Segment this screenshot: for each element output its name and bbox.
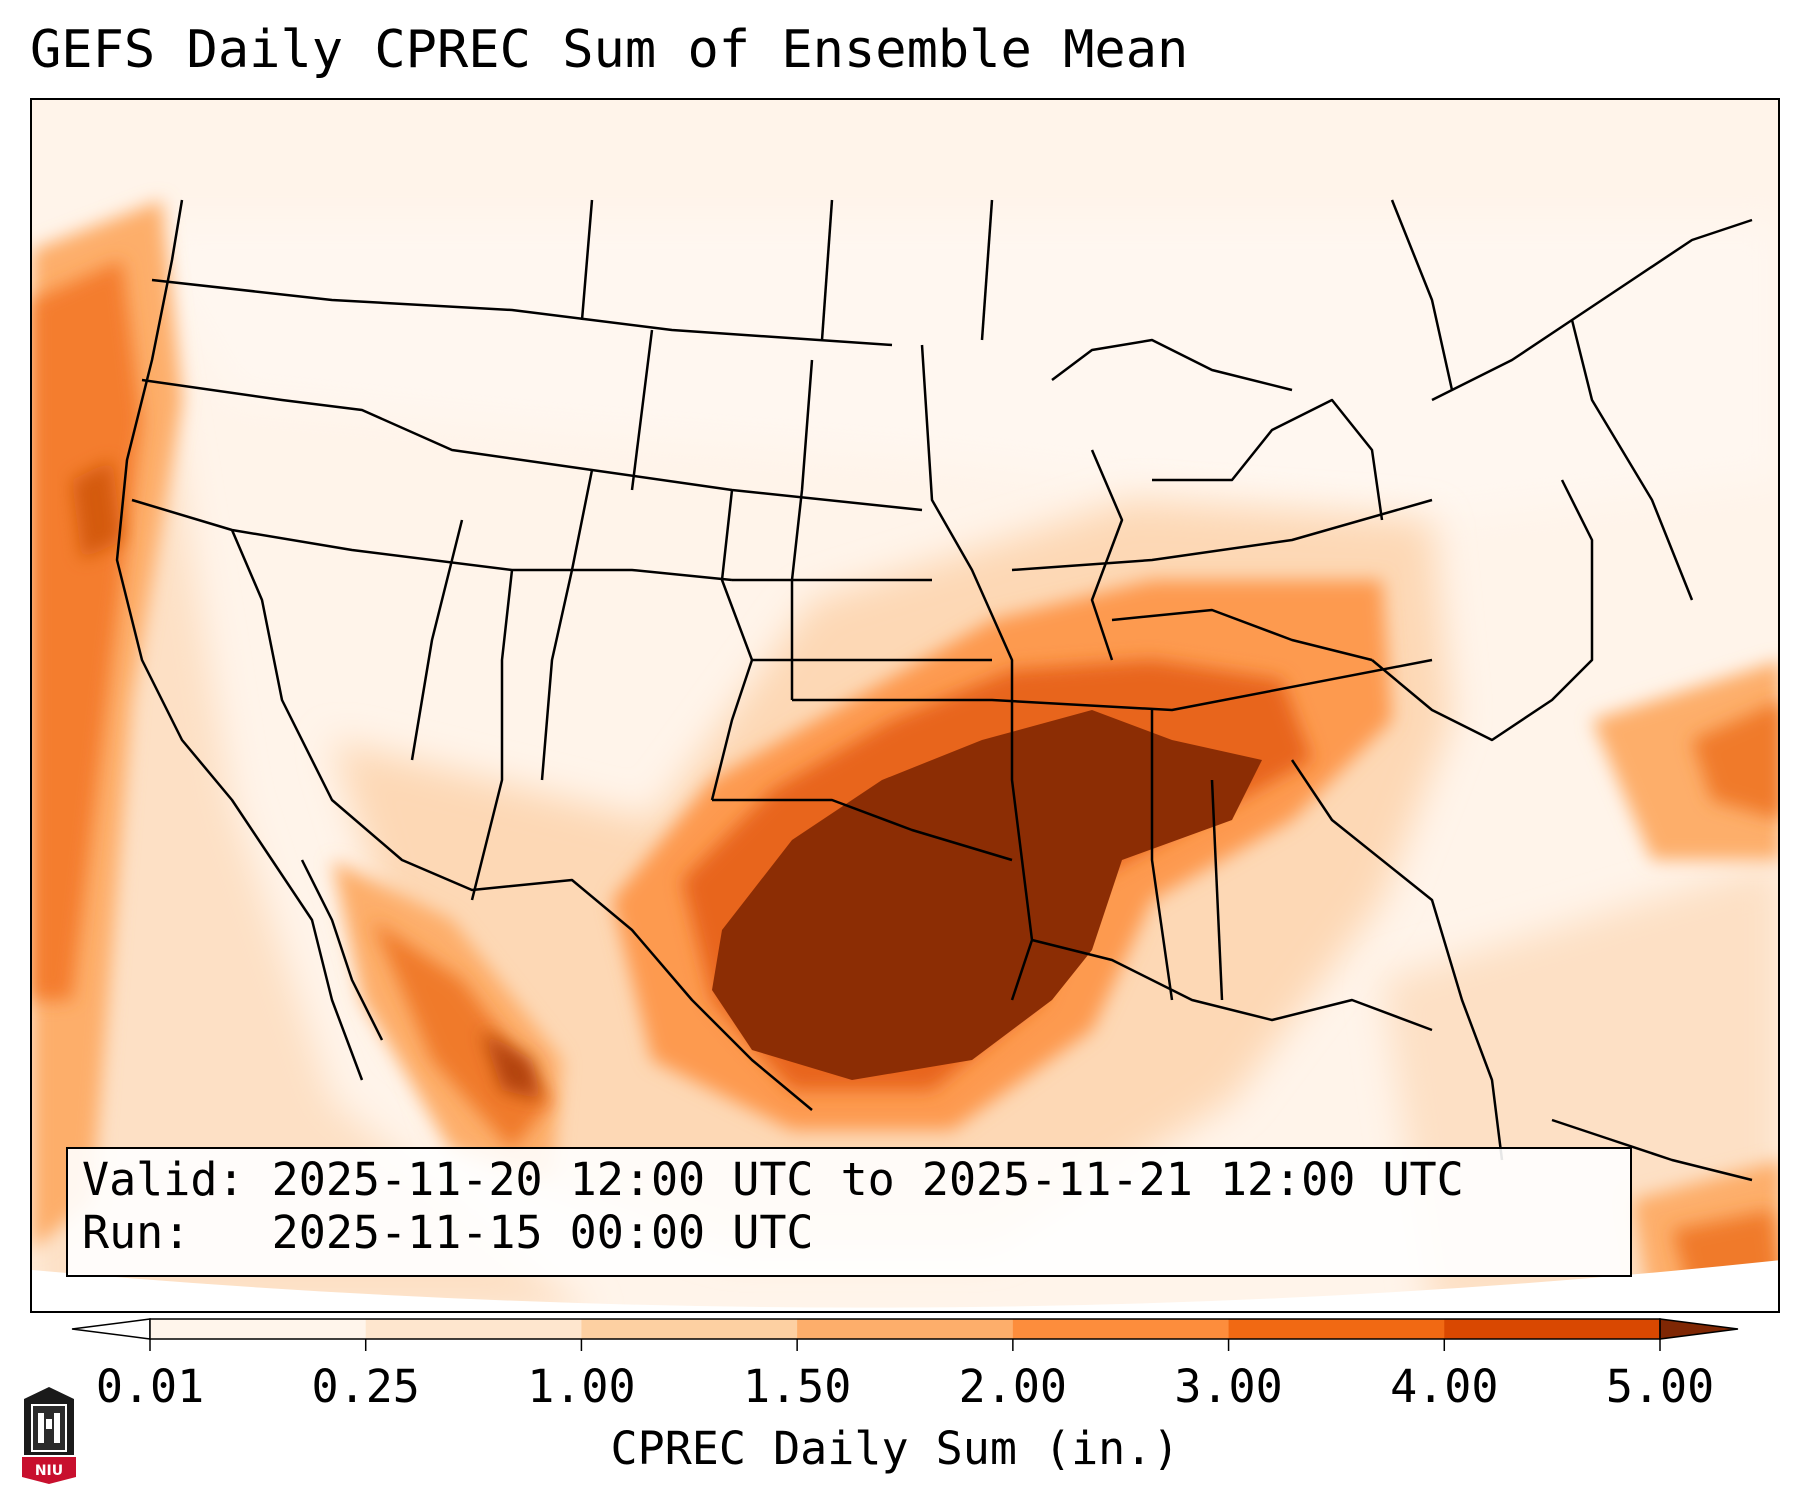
colorbar-segment xyxy=(1228,1319,1445,1339)
colorbar-label: CPREC Daily Sum (in.) xyxy=(610,1422,1180,1475)
valid-value: 2025-11-20 12:00 UTC to 2025-11-21 12:00… xyxy=(271,1153,1464,1206)
run-value: 2025-11-15 00:00 UTC xyxy=(271,1206,814,1259)
valid-row: Valid: 2025-11-20 12:00 UTC to 2025-11-2… xyxy=(82,1153,1616,1206)
colorbar-outline xyxy=(149,1318,1661,1340)
colorbar-under-extension xyxy=(71,1318,151,1340)
colorbar-tick-label: 2.00 xyxy=(958,1360,1068,1413)
colorbar-tick-label: 0.25 xyxy=(311,1360,420,1413)
colorbar xyxy=(71,1318,1739,1351)
university-tower-icon: NIU xyxy=(22,1387,76,1484)
colorbar-tick-label: 5.00 xyxy=(1605,1360,1715,1413)
run-label: Run: xyxy=(82,1206,191,1259)
valid-label: Valid: xyxy=(82,1153,245,1206)
run-row: Run: 2025-11-15 00:00 UTC xyxy=(82,1206,1616,1259)
colorbar-tick-label: 0.01 xyxy=(95,1360,205,1413)
run-info-box: Valid: 2025-11-20 12:00 UTC to 2025-11-2… xyxy=(66,1147,1632,1277)
colorbar-segment xyxy=(797,1319,1014,1339)
colorbar-over-extension xyxy=(1659,1318,1739,1340)
colorbar-tick-label: 4.00 xyxy=(1390,1360,1499,1413)
colorbar-segment xyxy=(150,1319,367,1339)
colorbar-tick-label: 1.50 xyxy=(742,1360,852,1413)
colorbar-segment xyxy=(1444,1319,1661,1339)
colorbar-segment xyxy=(1012,1319,1230,1339)
colorbar-tick-label: 1.00 xyxy=(527,1360,636,1413)
page-title: GEFS Daily CPREC Sum of Ensemble Mean xyxy=(30,20,1189,80)
colorbar-segment xyxy=(581,1319,798,1339)
precip-map xyxy=(30,98,1780,1313)
logo-text: NIU xyxy=(35,1463,63,1479)
precip-shading xyxy=(32,100,1778,1311)
projection-edge xyxy=(32,1260,1778,1311)
boundary-lines xyxy=(115,199,1753,1182)
colorbar-tick-label: 3.00 xyxy=(1174,1360,1283,1413)
colorbar-segment xyxy=(365,1319,582,1339)
map-canvas xyxy=(32,100,1778,1311)
